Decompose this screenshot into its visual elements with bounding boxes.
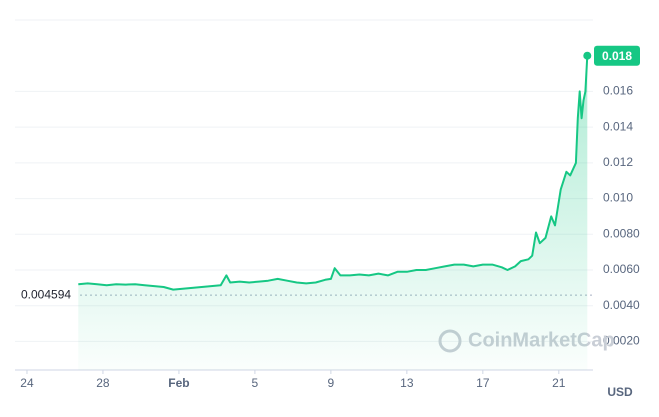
x-tick-label: 13 — [400, 376, 414, 390]
y-tick-label: 0.0040 — [603, 298, 640, 312]
y-tick-label: 0.012 — [603, 155, 633, 169]
reference-label: 0.004594 — [21, 287, 71, 301]
last-price-box — [594, 45, 640, 66]
last-price-label: 0.018 — [602, 49, 632, 63]
x-tick-label: 28 — [96, 376, 110, 390]
y-tick-label: 0.016 — [603, 84, 633, 98]
price-line — [78, 55, 589, 291]
last-point — [583, 51, 592, 60]
x-tick-label: 5 — [252, 376, 259, 390]
x-tick-label: 9 — [328, 376, 335, 390]
y-tick-label: 0.0060 — [603, 262, 640, 276]
unit-label: USD — [607, 385, 633, 399]
x-tick-label: 21 — [552, 376, 566, 390]
y-tick-label: 0.014 — [603, 119, 633, 133]
x-tick-label: Feb — [168, 376, 189, 390]
x-tick-label: 24 — [20, 376, 34, 390]
x-tick-label: 17 — [476, 376, 490, 390]
y-tick-label: 0.010 — [603, 191, 633, 205]
y-tick-label: 0.0020 — [603, 334, 640, 348]
line-area — [78, 55, 588, 370]
y-tick-label: 0.0080 — [603, 226, 640, 240]
reference-label-box — [16, 286, 76, 305]
